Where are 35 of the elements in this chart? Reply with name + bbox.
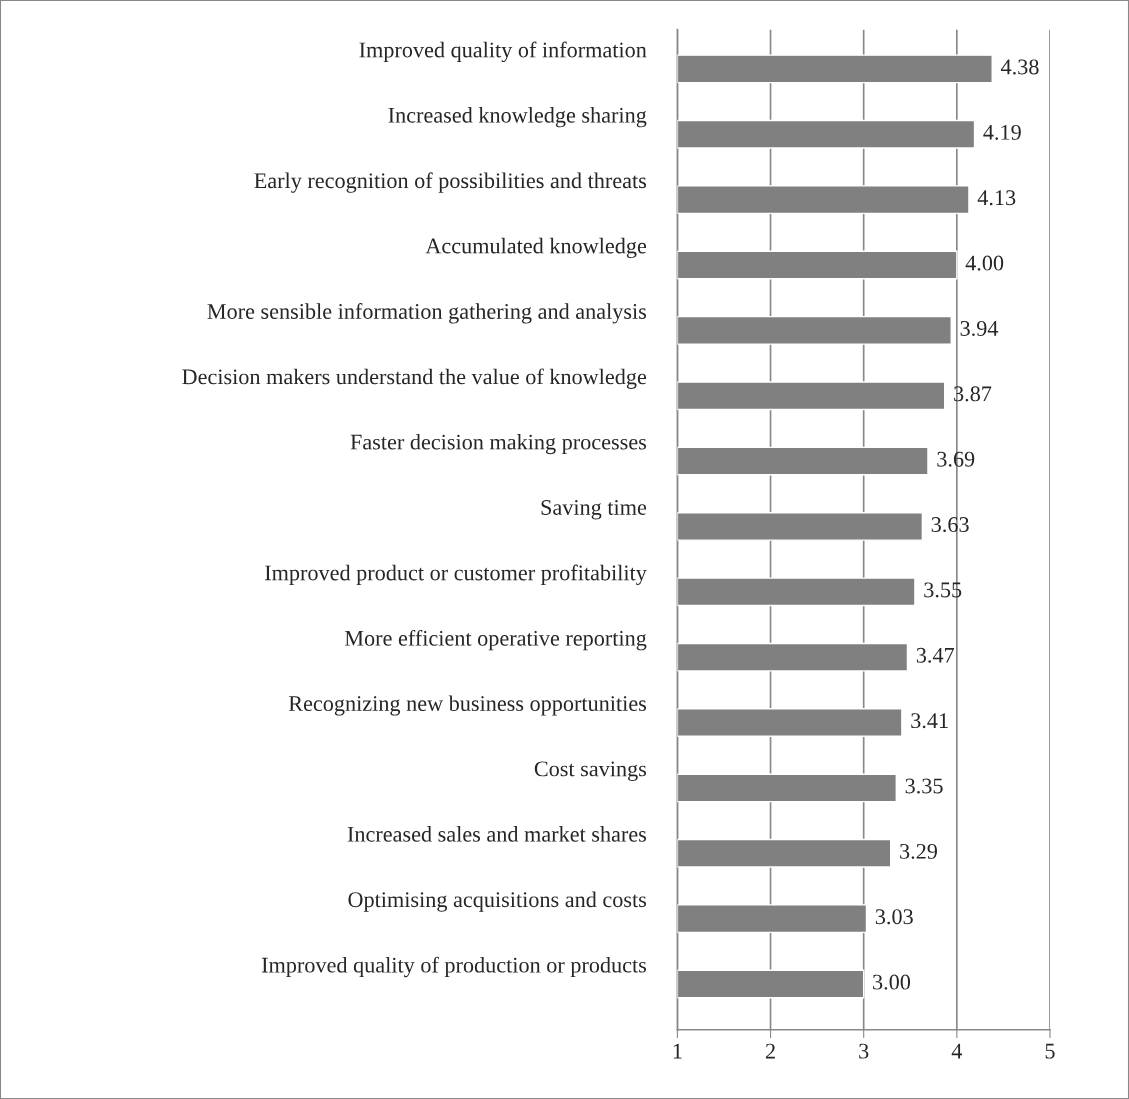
data-label: 3.29 [900, 843, 938, 859]
y-tick-label: Increased knowledge sharing [388, 107, 647, 128]
data-label: 3.47 [916, 647, 955, 663]
data-label: 3.63 [931, 517, 969, 533]
y-tick-label: Recognizing new business opportunities [288, 695, 647, 716]
data-label: 4.38 [1000, 59, 1039, 75]
data-label: 3.35 [905, 778, 943, 794]
y-tick-label: Improved product or customer profitability [265, 564, 647, 585]
y-tick-label: Cost savings [534, 761, 647, 781]
data-label: 4.13 [977, 190, 1016, 206]
y-tick-label: Faster decision making processes [350, 433, 647, 455]
y-tick-label: Decision makers understand the value of knowledge [182, 368, 647, 389]
data-label: 4.00 [965, 255, 1004, 271]
x-tick-label: 4 [951, 1043, 963, 1059]
data-label: 3.00 [873, 974, 911, 990]
y-tick-label: Improved quality of information [359, 41, 647, 63]
y-tick-label: Early recognition of possibilities and threats [254, 172, 647, 193]
y-tick-label: Improved quality of production or products [261, 956, 647, 978]
y-tick-label: Saving time [541, 499, 647, 520]
y-tick-label: More efficient operative reporting [344, 629, 647, 651]
data-label: 4.19 [983, 124, 1021, 140]
y-tick-label: Accumulated knowledge [425, 237, 647, 259]
y-tick-label: More sensible information gathering and analysis [207, 303, 647, 324]
x-tick-label: 1 [673, 1043, 682, 1059]
x-tick-label: 5 [1045, 1043, 1055, 1059]
data-label: 3.87 [954, 386, 992, 402]
data-label: 3.55 [924, 582, 962, 598]
data-label: 3.94 [960, 320, 999, 337]
data-label: 3.03 [875, 909, 913, 925]
data-label: 3.69 [937, 451, 975, 467]
y-tick-label: Optimising acquisitions and costs [348, 891, 647, 912]
x-tick-label: 2 [765, 1043, 775, 1059]
data-label: 3.41 [911, 713, 948, 729]
x-tick-label: 3 [859, 1043, 869, 1059]
y-tick-label: Increased sales and market shares [347, 826, 647, 842]
